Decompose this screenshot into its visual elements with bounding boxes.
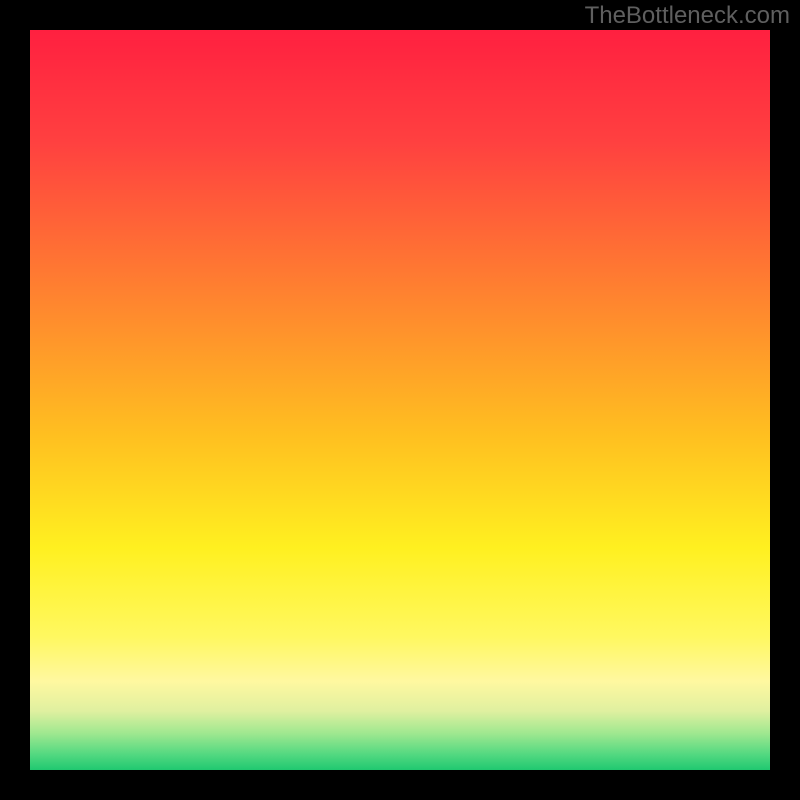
heat-gradient-background: [30, 30, 770, 770]
chart-container: TheBottleneck.com: [0, 0, 800, 800]
watermark-text: TheBottleneck.com: [585, 2, 790, 30]
plot-area: [30, 30, 770, 770]
